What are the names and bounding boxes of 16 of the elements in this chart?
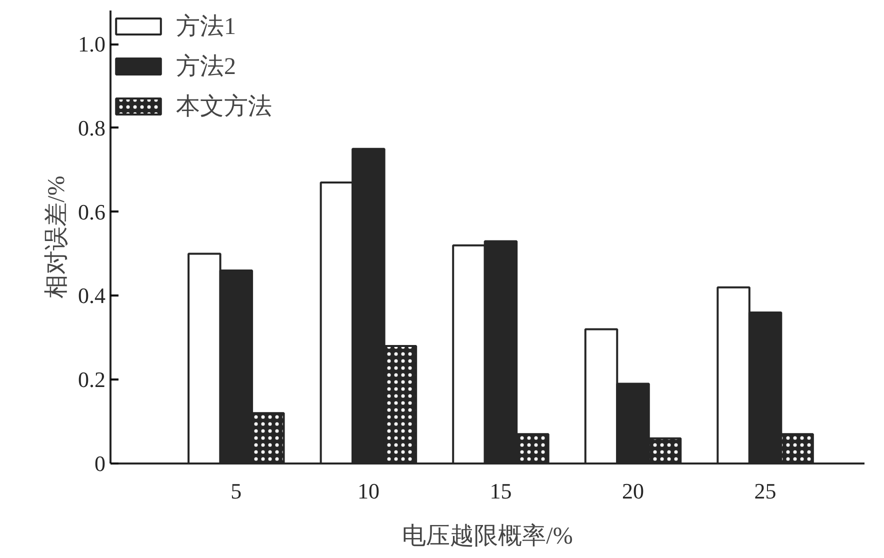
x-axis-title: 电压越限概率/% <box>402 522 573 550</box>
y-tick-label: 1.0 <box>78 32 106 57</box>
x-tick-label: 5 <box>230 478 242 504</box>
legend-label: 本文方法 <box>176 92 272 122</box>
y-axis-title: 相对误差/% <box>44 176 70 298</box>
x-tick-label: 20 <box>622 478 644 504</box>
y-tick-label: 0 <box>94 451 106 476</box>
x-tick-label: 10 <box>357 478 380 504</box>
x-tick-label: 25 <box>754 478 776 504</box>
legend-label: 方法1 <box>176 12 236 42</box>
y-tick-label: 0.8 <box>78 115 106 140</box>
legend-label: 方法2 <box>176 52 236 82</box>
y-tick-label: 0.6 <box>78 199 106 224</box>
y-tick-label: 0.4 <box>78 283 106 308</box>
y-tick-label: 0.2 <box>78 367 106 392</box>
x-tick-label: 15 <box>490 478 512 504</box>
